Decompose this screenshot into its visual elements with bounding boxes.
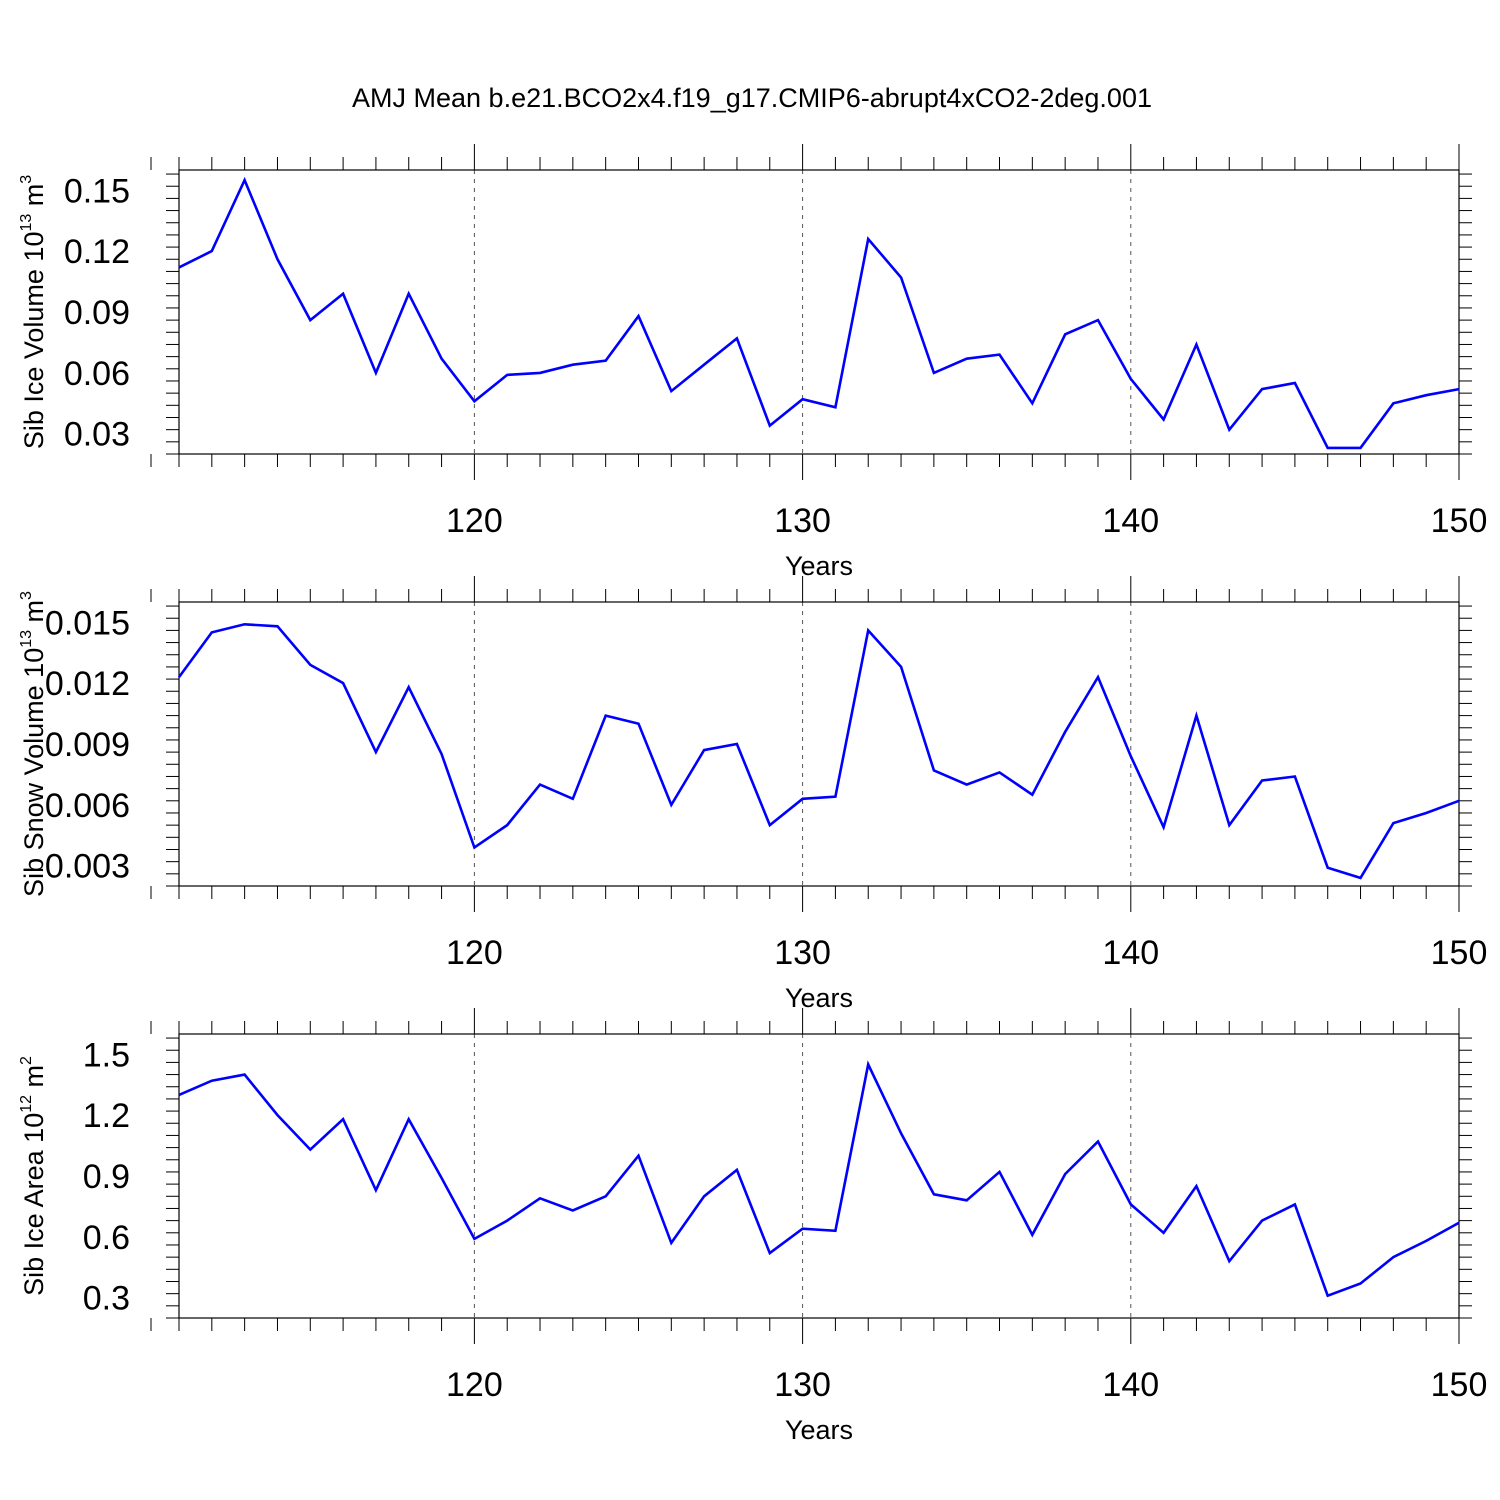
y-tick-label: 0.9 [83,1158,130,1196]
y-tick-label: 1.5 [83,1036,130,1074]
y-axis-label-exp: 13 [18,214,35,232]
y-tick-label: 1.2 [83,1097,130,1135]
plot-frame [178,169,1460,455]
x-axis-label: Years [785,551,853,581]
y-tick-label: 0.009 [45,726,130,764]
panel-3: 0.3 0.6 0.9 1.2 1.5 120 130 140 150 Years Sib Ice … [18,1008,1487,1445]
series-line [178,176,1460,450]
x-tick-label: 130 [774,502,831,540]
plot-frame [178,1033,1460,1319]
x-axis-label: Years [785,1415,853,1445]
x-tick-label: 140 [1102,1366,1159,1404]
series-line [178,1060,1460,1298]
y-tick-label: 0.015 [45,604,130,642]
x-tick-label: 150 [1431,934,1488,972]
panel-2: 0.003 0.006 0.009 0.012 0.015 120 130 140 150 Yea… [18,576,1487,1013]
y-axis-label-main: Sib Ice Volume 10 [19,232,49,450]
y-tick-label: 0.09 [64,294,130,332]
x-axis-label: Years [785,983,853,1013]
x-tick-label: 150 [1431,502,1488,540]
plot-frame [178,601,1460,887]
series-line [177,622,1460,880]
x-tick-label: 120 [446,1366,503,1404]
y-tick-label: 0.15 [64,172,130,210]
y-axis-label-main: Sib Ice Area 10 [19,1113,49,1296]
x-tick-label: 150 [1431,1366,1488,1404]
x-tick-label: 140 [1102,934,1159,972]
y-axis-label-unit: m [19,600,49,630]
y-axis-label-unit-exp: 3 [18,175,35,184]
y-tick-label: 0.003 [45,848,130,886]
y-tick-label: 0.12 [64,233,130,271]
x-tick-label: 120 [446,934,503,972]
y-axis-label: Sib Ice Volume 1013 m3 [18,175,49,449]
x-tick-label: 130 [774,1366,831,1404]
y-tick-label: 0.06 [64,355,130,393]
y-axis-label-unit: m [19,184,49,214]
x-tick-label: 130 [774,934,831,972]
chart-title: AMJ Mean b.e21.BCO2x4.f19_g17.CMIP6-abru… [352,83,1152,113]
y-tick-label: 0.012 [45,665,130,703]
y-axis-label-exp: 13 [18,630,35,648]
y-tick-label: 0.006 [45,787,130,825]
y-axis-label-unit-exp: 2 [18,1056,35,1065]
y-axis-label-exp: 12 [18,1095,35,1113]
x-tick-label: 140 [1102,502,1159,540]
x-tick-label: 120 [446,502,503,540]
panel-1: 0.03 0.06 0.09 0.12 0.15 120 130 140 150 Years Sib… [18,144,1487,581]
y-axis-label-unit-exp: 3 [18,591,35,600]
y-tick-label: 0.3 [83,1280,130,1318]
y-tick-label: 0.03 [64,416,130,454]
y-axis-label-main: Sib Snow Volume 10 [19,648,49,897]
y-axis-label: Sib Snow Volume 1013 m3 [18,591,49,897]
y-axis-label: Sib Ice Area 1012 m2 [18,1056,49,1296]
y-tick-label: 0.6 [83,1219,130,1257]
y-axis-label-unit: m [19,1065,49,1095]
